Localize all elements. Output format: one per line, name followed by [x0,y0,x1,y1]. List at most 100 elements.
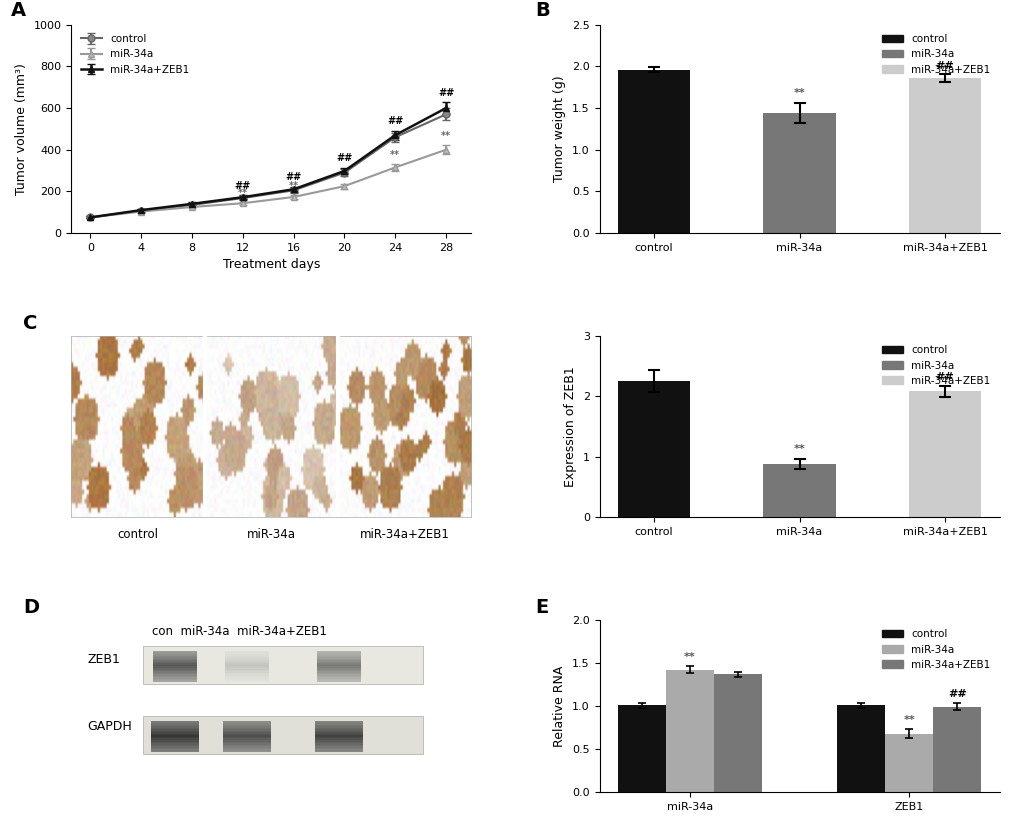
Bar [151,751,200,752]
Bar [225,676,269,677]
Bar [151,745,200,747]
Bar [225,677,269,679]
Text: ##: ## [947,689,966,699]
Y-axis label: Tumor volume (mm³): Tumor volume (mm³) [15,63,29,195]
Bar [317,662,361,663]
Bar [315,724,363,726]
Bar [153,671,198,672]
Bar [223,738,271,740]
Bar [317,660,361,662]
Bar [317,670,361,671]
Bar [315,728,363,729]
Bar [317,676,361,677]
Bar [317,668,361,670]
Bar [151,733,200,734]
Bar [153,656,198,658]
Bar [223,737,271,738]
Bar [713,674,761,792]
Bar [153,677,198,679]
Bar [151,721,200,723]
Bar [315,751,363,752]
Bar [151,737,200,738]
Bar [884,733,932,792]
Bar [317,656,361,658]
Bar [908,392,980,517]
Bar [317,672,361,674]
Text: ##: ## [387,116,403,126]
Bar [932,707,980,792]
X-axis label: Treatment days: Treatment days [222,258,320,271]
Bar [144,716,423,754]
Bar [153,672,198,674]
Bar [317,677,361,679]
Bar [151,734,200,735]
Bar [225,681,269,682]
Bar [153,660,198,662]
Legend: control, miR-34a, miR-34a+ZEB1: control, miR-34a, miR-34a+ZEB1 [876,342,994,390]
Bar [151,738,200,740]
Bar [225,671,269,672]
Bar [223,745,271,747]
Bar [836,705,884,792]
Bar [225,660,269,662]
Text: A: A [11,2,26,21]
Bar [223,726,271,728]
Bar [618,70,690,233]
Text: ##: ## [234,181,251,191]
Bar [223,721,271,723]
Bar [223,729,271,731]
Text: **: ** [237,188,248,198]
Text: C: C [23,314,38,332]
Bar [317,658,361,660]
Legend: control, miR-34a, miR-34a+ZEB1: control, miR-34a, miR-34a+ZEB1 [76,30,194,78]
Bar [317,674,361,676]
Bar [223,743,271,745]
Bar [315,742,363,743]
Text: control: control [117,528,158,541]
Bar [223,742,271,743]
Bar [618,381,690,517]
Bar [144,646,423,684]
Bar [151,726,200,728]
Text: **: ** [684,652,695,662]
Bar [315,735,363,737]
Bar [225,662,269,663]
Y-axis label: Relative RNA: Relative RNA [553,665,566,747]
Bar [151,731,200,733]
Text: **: ** [339,170,350,180]
Bar [223,728,271,729]
Bar [225,665,269,667]
Bar [225,651,269,653]
Text: **: ** [440,131,450,141]
Text: **: ** [793,88,805,98]
Bar [223,734,271,735]
Bar [315,734,363,735]
Text: B: B [535,2,549,21]
Bar [618,705,665,792]
Bar [153,679,198,681]
Bar [153,651,198,653]
Bar [315,738,363,740]
Bar [151,729,200,731]
Bar [151,723,200,724]
Text: E: E [535,598,548,617]
Text: ##: ## [934,60,954,71]
Bar [225,656,269,658]
Bar [225,658,269,660]
Bar [315,721,363,723]
Bar [151,735,200,737]
Bar [223,747,271,749]
Text: **: ** [793,444,805,455]
Bar [153,674,198,676]
Bar [223,723,271,724]
Text: GAPDH: GAPDH [88,720,132,733]
Bar [317,679,361,681]
Bar [151,747,200,749]
Bar [315,733,363,734]
Bar [223,749,271,751]
Bar [153,670,198,671]
Bar [317,654,361,656]
Bar [315,745,363,747]
Text: **: ** [288,182,299,191]
Text: **: ** [390,150,399,160]
